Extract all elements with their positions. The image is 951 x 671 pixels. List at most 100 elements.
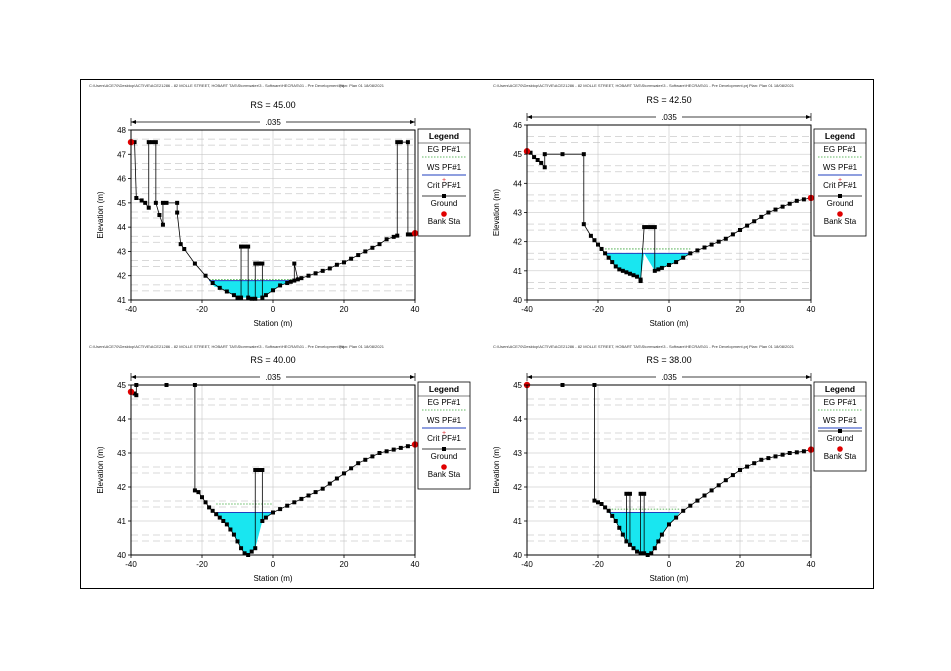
legend-symbol-bank [837,211,843,217]
ground-point [610,513,615,518]
ground-point [620,268,625,273]
legend-label-ground: Ground [827,434,854,443]
ground-point [627,271,632,276]
y-tick-label: 43 [513,209,522,218]
ground-point [688,251,693,256]
ground-point [592,498,597,503]
ground-point [150,140,155,145]
legend-label-ground: Ground [431,452,458,461]
y-axis-label: Elevation (m) [492,189,501,236]
ground-point [405,140,410,145]
ground-point [356,253,361,258]
ground-point [377,451,382,455]
ground-point [780,204,785,209]
legend-label-eg: EG PF#1 [428,398,461,407]
ground-point [642,225,647,230]
ground-point [624,491,629,496]
figure-frame: C:\Users\ACE70\Desktop\ACTIVE\ACE21286 -… [80,79,874,589]
ground-point [681,508,686,513]
ground-point [709,488,714,493]
ground-point [395,233,400,238]
ground-point [235,295,240,300]
legend-symbol-crit: + [442,430,446,437]
ground-point [542,165,547,170]
ground-point [631,273,636,278]
manning-arrow-right [410,120,415,124]
ground-point [263,515,268,520]
ground-point [702,493,707,498]
ground-point [627,542,632,547]
ground-point [723,478,728,483]
ground-point [398,445,403,450]
manning-arrow-left [527,115,532,119]
y-tick-label: 43 [117,449,126,458]
x-tick-label: -40 [125,560,137,569]
ground-point [745,223,750,228]
ground-point [200,495,204,500]
ground-point [153,200,158,205]
x-tick-label: 0 [271,305,276,314]
legend-label-eg: EG PF#1 [824,398,857,407]
ground-point [370,454,375,459]
ground-point [649,225,654,230]
legend-label-crit: Crit PF#1 [823,181,857,190]
ground-point [260,295,265,300]
manning-label: .035 [661,113,677,122]
ground-point [299,496,304,501]
ground-point [384,449,389,454]
ground-point [688,503,693,508]
ground-point [292,500,297,505]
ground-point [224,522,229,527]
ground-point [599,502,604,506]
x-tick-label: -40 [521,305,533,314]
ground-point [253,546,258,551]
x-tick-label: 40 [411,305,420,314]
ground-point [288,279,293,284]
ground-point [146,140,151,145]
y-tick-label: 42 [117,272,126,281]
ground-point [702,245,707,250]
x-tick-label: 20 [736,305,745,314]
ground-point [260,519,265,523]
ground-point [635,274,640,279]
file-path-text: C:\Users\ACE70\Desktop\ACTIVE\ACE21286 -… [493,344,749,349]
ground-point [146,205,151,210]
ground-point [320,268,325,273]
ground-point [603,251,608,256]
ground-point [192,261,197,266]
ground-point [253,261,258,266]
manning-label: .035 [661,373,677,382]
x-tick-label: 40 [807,560,816,569]
ground-point [539,160,544,165]
y-tick-label: 43 [513,449,522,458]
ground-point [271,288,275,293]
legend-symbol-ground-point [442,447,446,451]
file-path-text: C:\Users\ACE70\Desktop\ACTIVE\ACE21286 -… [89,344,345,349]
y-tick-label: 43 [117,247,126,256]
ground-point [716,483,721,488]
y-tick-label: 44 [513,415,522,424]
ground-point [620,532,625,537]
ground-point [610,260,615,265]
ground-point [730,473,735,478]
manning-arrow-left [527,375,532,379]
y-tick-label: 41 [117,296,126,305]
ground-point [801,449,806,454]
ground-point [224,289,229,294]
file-path-text: C:\Users\ACE70\Desktop\ACTIVE\ACE21286 -… [493,83,749,88]
legend-symbol-ground-point [442,194,446,198]
ground-point [260,468,265,472]
ground-point [617,525,622,530]
x-tick-label: -20 [196,560,208,569]
ground-point [656,539,661,544]
ground-point [134,196,139,200]
water-fill [605,253,691,280]
ground-point [327,266,332,271]
legend-label-crit: Crit PF#1 [427,434,461,443]
ground-point [292,278,297,283]
ground-point [299,276,304,281]
x-tick-label: -20 [592,305,604,314]
ground-point [395,140,400,145]
ground-point [635,549,640,554]
ground-point [581,152,586,157]
